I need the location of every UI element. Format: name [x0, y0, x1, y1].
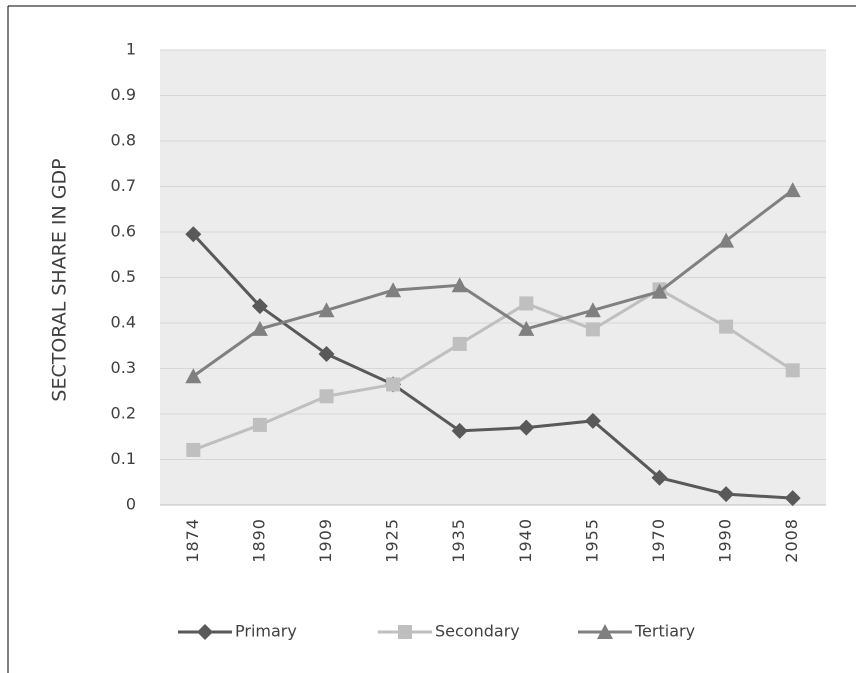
- data-point: [385, 282, 402, 298]
- data-point: [319, 389, 334, 404]
- x-tick-label: 1940: [516, 518, 535, 563]
- data-point: [584, 302, 601, 318]
- series-line: [192, 287, 794, 452]
- data-point: [518, 320, 535, 336]
- legend-marker: [398, 625, 412, 639]
- data-point: [519, 296, 534, 311]
- data-point: [718, 232, 735, 248]
- data-point: [185, 226, 202, 243]
- x-tick-label: 1890: [249, 518, 268, 563]
- data-point: [718, 486, 735, 503]
- y-tick-label: 0.6: [111, 222, 136, 241]
- legend-label: Primary: [235, 622, 297, 641]
- y-tick-label: 0.4: [111, 313, 136, 332]
- data-point: [784, 182, 801, 198]
- data-point: [651, 469, 668, 486]
- x-tick-label: 1935: [449, 518, 468, 563]
- series-line: [192, 233, 793, 500]
- data-point: [651, 283, 668, 299]
- data-point: [719, 319, 734, 334]
- y-tick-label: 0.3: [111, 358, 136, 377]
- data-point: [185, 368, 202, 384]
- x-tick-label: 1970: [649, 518, 668, 563]
- x-tick-label: 1874: [183, 518, 202, 563]
- y-axis-label: SECTORAL SHARE IN GDP: [49, 158, 71, 401]
- data-point: [452, 336, 467, 351]
- legend-label: Tertiary: [634, 622, 695, 641]
- data-point: [251, 320, 268, 336]
- data-point: [386, 377, 401, 392]
- y-tick-label: 0.8: [111, 131, 136, 150]
- legend-marker: [597, 624, 613, 639]
- x-tick-label: 1925: [383, 518, 402, 563]
- data-point: [585, 322, 600, 337]
- data-point: [318, 345, 335, 362]
- y-tick-label: 0.9: [111, 85, 136, 104]
- data-point: [584, 412, 601, 429]
- x-tick-label: 1990: [716, 518, 735, 563]
- data-point: [186, 442, 201, 457]
- data-point: [785, 363, 800, 378]
- series-line: [192, 188, 794, 378]
- legend-label: Secondary: [435, 622, 520, 641]
- y-tick-label: 0.2: [111, 404, 136, 423]
- y-tick-label: 1: [126, 40, 136, 59]
- data-point: [252, 417, 267, 432]
- y-tick-label: 0.1: [111, 449, 136, 468]
- x-tick-label: 1955: [582, 518, 601, 563]
- x-tick-label: 2008: [782, 518, 801, 563]
- data-point: [784, 490, 801, 507]
- data-point: [451, 277, 468, 293]
- legend-marker: [197, 624, 213, 640]
- y-tick-label: 0.7: [111, 176, 136, 195]
- data-point: [251, 298, 268, 315]
- y-tick-label: 0: [126, 495, 136, 514]
- data-point: [318, 302, 335, 318]
- data-point: [518, 419, 535, 436]
- x-tick-label: 1909: [316, 518, 335, 563]
- y-tick-label: 0.5: [111, 267, 136, 286]
- data-point: [451, 422, 468, 439]
